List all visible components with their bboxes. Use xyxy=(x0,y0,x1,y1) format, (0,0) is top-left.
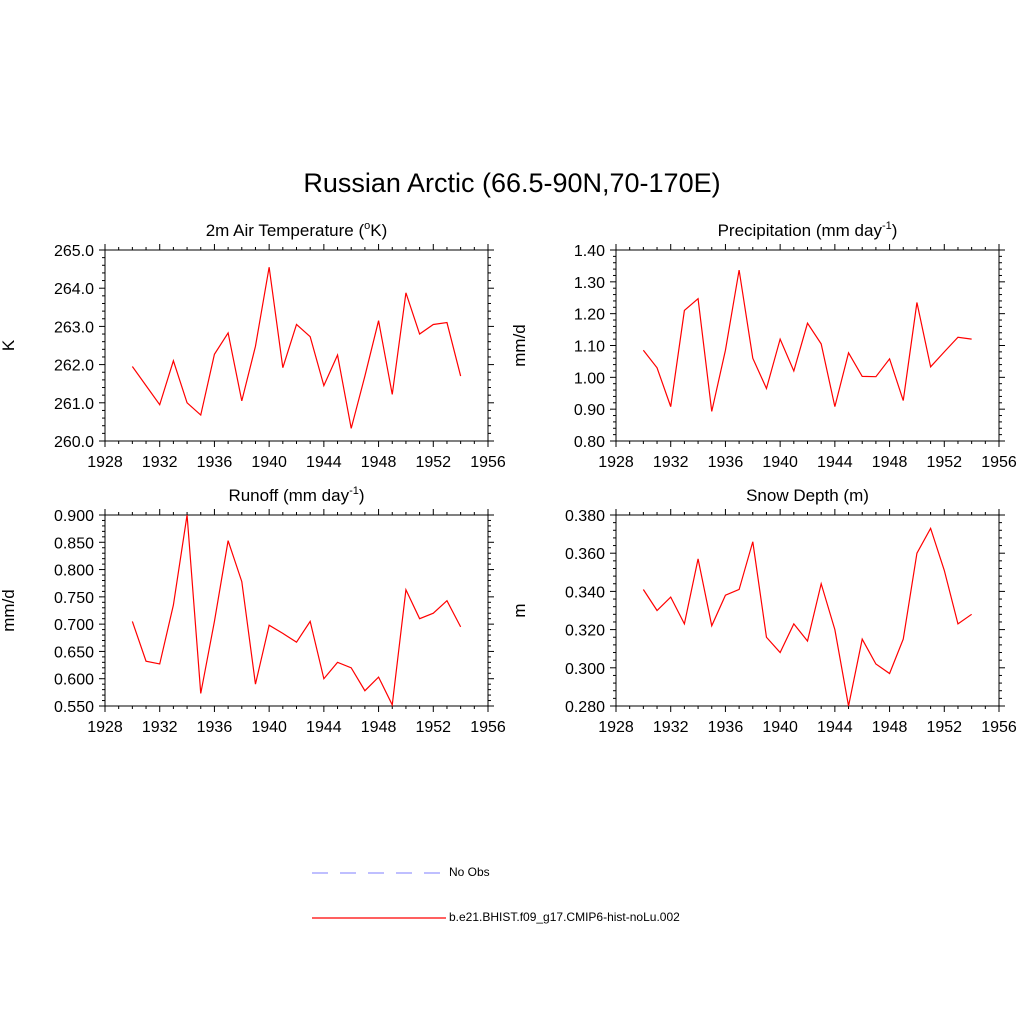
panel-1-x-tick-label: 1932 xyxy=(142,454,178,471)
panel-2-x-tick-label: 1944 xyxy=(817,454,853,471)
figure-title: Russian Arctic (66.5-90N,70-170E) xyxy=(303,168,721,198)
panel-4-y-tick-label: 0.320 xyxy=(565,623,605,640)
panel-2-y-axis-label: mm/d xyxy=(510,324,529,367)
panel-1-y-tick-label: 265.0 xyxy=(54,243,94,260)
panel-4-x-tick-label: 1936 xyxy=(708,719,744,736)
panel-3-x-tick-label: 1936 xyxy=(197,719,233,736)
panel-4-title: Snow Depth (m) xyxy=(746,486,869,505)
panel-1-y-tick-label: 261.0 xyxy=(54,396,94,413)
panel-4-y-tick-label: 0.300 xyxy=(565,661,605,678)
panel-1-title: 2m Air Temperature (oK) xyxy=(206,220,388,240)
panel-1-x-tick-label: 1928 xyxy=(87,454,123,471)
panel-2-x-tick-label: 1936 xyxy=(708,454,744,471)
panel-2-y-tick-label: 1.10 xyxy=(574,339,605,356)
panel-2-y-tick-label: 0.80 xyxy=(574,434,605,451)
panel-2-y-tick-label: 1.40 xyxy=(574,243,605,260)
panel-4-y-tick-label: 0.360 xyxy=(565,546,605,563)
panel-4-x-tick-label: 1952 xyxy=(926,719,962,736)
panel-1-y-axis-label: K xyxy=(0,339,18,351)
panel-2-title: Precipitation (mm day-1) xyxy=(718,220,898,240)
panel-4-x-tick-label: 1928 xyxy=(598,719,634,736)
panel-4-y-tick-label: 0.380 xyxy=(565,508,605,525)
panel-1-x-tick-label: 1944 xyxy=(306,454,342,471)
panel-3-y-tick-label: 0.550 xyxy=(54,699,94,716)
panel-1-y-tick-label: 264.0 xyxy=(54,281,94,298)
panel-4-x-tick-label: 1944 xyxy=(817,719,853,736)
panel-4-x-tick-label: 1940 xyxy=(762,719,798,736)
panel-4-series-line-1 xyxy=(642,526,972,707)
panel-2-y-tick-label: 1.20 xyxy=(574,307,605,324)
panel-1-y-tick-label: 262.0 xyxy=(54,358,94,375)
panel-3-x-tick-label: 1932 xyxy=(142,719,178,736)
panel-2-x-tick-label: 1952 xyxy=(926,454,962,471)
legend-obs-label: No Obs xyxy=(449,865,490,879)
panel-1-x-tick-label: 1940 xyxy=(251,454,287,471)
panel-4-x-tick-label: 1956 xyxy=(981,719,1017,736)
panel-3-x-tick-label: 1940 xyxy=(251,719,287,736)
panel-4-x-tick-label: 1948 xyxy=(872,719,908,736)
legend-model-label: b.e21.BHIST.f09_g17.CMIP6-hist-noLu.002 xyxy=(449,910,680,924)
panel-2-y-tick-label: 0.90 xyxy=(574,402,605,419)
panel-4-x-tick-label: 1932 xyxy=(653,719,689,736)
panel-4-y-axis-label: m xyxy=(510,603,529,617)
panel-3-y-tick-label: 0.800 xyxy=(54,563,94,580)
panel-3-y-tick-label: 0.850 xyxy=(54,535,94,552)
panel-3-x-tick-label: 1928 xyxy=(87,719,123,736)
panel-1-x-tick-label: 1948 xyxy=(361,454,397,471)
panel-2-x-tick-label: 1948 xyxy=(872,454,908,471)
panel-3-y-tick-label: 0.900 xyxy=(54,508,94,525)
panel-1-x-tick-label: 1952 xyxy=(415,454,451,471)
panel-3-y-tick-label: 0.600 xyxy=(54,672,94,689)
panel-2-x-tick-label: 1940 xyxy=(762,454,798,471)
panel-1-y-tick-label: 260.0 xyxy=(54,434,94,451)
panel-1-x-tick-label: 1956 xyxy=(470,454,506,471)
panel-3-y-tick-label: 0.700 xyxy=(54,617,94,634)
panel-2-series-line-1 xyxy=(642,269,972,412)
panel-3-series-line-1 xyxy=(131,514,462,707)
panel-3-x-tick-label: 1948 xyxy=(361,719,397,736)
panel-3-y-tick-label: 0.650 xyxy=(54,644,94,661)
panel-3-y-axis-label: mm/d xyxy=(0,589,18,632)
panel-1-x-tick-label: 1936 xyxy=(197,454,233,471)
panel-2-x-tick-label: 1956 xyxy=(981,454,1017,471)
panel-3-title: Runoff (mm day-1) xyxy=(228,485,364,505)
panel-2-y-tick-label: 1.30 xyxy=(574,275,605,292)
panel-3-y-tick-label: 0.750 xyxy=(54,590,94,607)
panel-3-x-tick-label: 1944 xyxy=(306,719,342,736)
panel-2-y-tick-label: 1.00 xyxy=(574,370,605,387)
panel-4-y-tick-label: 0.340 xyxy=(565,584,605,601)
panel-2-x-tick-label: 1928 xyxy=(598,454,634,471)
panel-4-y-tick-label: 0.280 xyxy=(565,699,605,716)
panel-1-series-line-1 xyxy=(131,267,462,429)
panel-1-y-tick-label: 263.0 xyxy=(54,319,94,336)
panel-3-x-tick-label: 1952 xyxy=(415,719,451,736)
panel-2-x-tick-label: 1932 xyxy=(653,454,689,471)
panel-3-x-tick-label: 1956 xyxy=(470,719,506,736)
